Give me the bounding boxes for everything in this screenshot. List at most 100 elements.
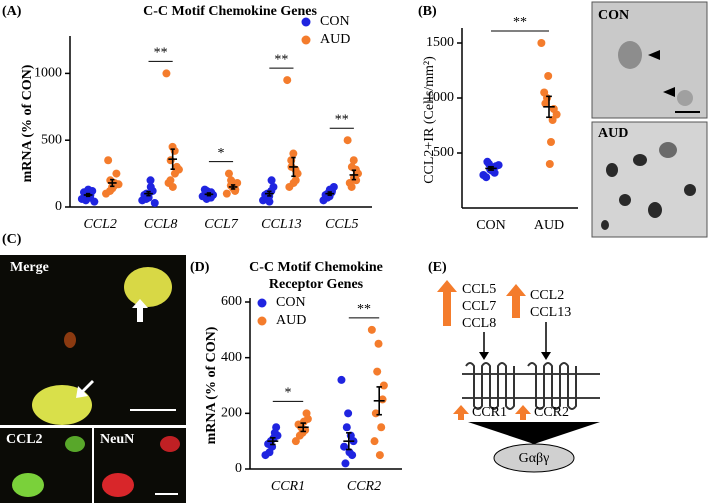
data-point — [222, 189, 231, 198]
arrow — [76, 380, 94, 398]
up-arrow — [453, 405, 469, 420]
data-point — [162, 69, 171, 78]
data-point — [224, 169, 233, 178]
data-point — [291, 437, 300, 446]
ligand: CCL7 — [462, 299, 496, 314]
receptor-label: CCR2 — [534, 405, 569, 420]
significance-label: ** — [357, 302, 371, 317]
significance-label: ** — [154, 46, 168, 61]
x-tick-label: CCL7 — [204, 217, 238, 232]
ligand: CCL13 — [530, 305, 571, 320]
cell — [12, 473, 44, 497]
y-tick-label: 0 — [55, 199, 62, 214]
data-point — [283, 76, 292, 85]
arrowhead — [663, 87, 675, 97]
data-point — [373, 367, 382, 376]
panel-label: (C) — [2, 232, 22, 247]
data-point — [374, 339, 383, 348]
legend-marker — [257, 316, 267, 326]
up-arrow — [515, 405, 531, 420]
y-tick-label: 1500 — [426, 35, 454, 50]
significance-label: * — [218, 146, 225, 161]
up-arrow — [437, 280, 457, 326]
data-point — [544, 72, 553, 80]
x-tick-label: CCL5 — [325, 217, 358, 232]
y-tick-label: 1000 — [426, 90, 454, 105]
cell — [65, 436, 85, 452]
data-point — [104, 156, 113, 165]
y-tick-label: 600 — [221, 294, 242, 309]
panel-label: (E) — [428, 260, 447, 275]
data-point — [112, 169, 121, 178]
data-point — [377, 423, 386, 432]
arrowhead — [479, 352, 489, 360]
arrowhead — [541, 352, 551, 360]
g-protein-label: Gαβγ — [519, 451, 550, 466]
image-label: CCL2 — [6, 432, 43, 447]
chart-title: Receptor Genes — [269, 277, 364, 292]
y-tick-label: 500 — [41, 132, 62, 147]
data-point — [345, 178, 354, 187]
panel-label: (B) — [418, 4, 437, 19]
x-tick-label: CCL2 — [83, 217, 116, 232]
significance-label: ** — [513, 15, 527, 30]
data-point — [545, 160, 554, 168]
y-tick-label: 1000 — [34, 66, 62, 81]
data-point — [302, 409, 311, 418]
data-point — [146, 176, 155, 185]
data-point — [547, 138, 555, 146]
data-point — [267, 176, 276, 185]
data-point — [482, 173, 491, 182]
receptor — [527, 362, 577, 410]
y-axis-label: mRNA (% of CON) — [204, 326, 219, 444]
receptor — [465, 362, 515, 410]
data-point — [367, 325, 376, 334]
data-point — [295, 431, 304, 440]
data-point — [114, 180, 123, 189]
chart-title: C-C Motif Chemokine Genes — [143, 4, 317, 19]
aud-image — [591, 121, 708, 238]
data-point — [343, 136, 352, 145]
x-tick-label: AUD — [534, 218, 564, 233]
legend-marker — [301, 35, 311, 45]
cell — [160, 436, 180, 452]
data-point — [146, 182, 155, 191]
data-point — [344, 409, 353, 418]
data-point — [349, 156, 358, 165]
significance-label: ** — [274, 52, 288, 67]
ligand: CCL5 — [462, 282, 496, 297]
panel-label: (D) — [190, 260, 210, 275]
image-label: Merge — [10, 260, 49, 275]
cell — [677, 90, 693, 106]
up-arrow — [506, 284, 526, 318]
cell — [64, 332, 76, 348]
legend-label: CON — [320, 14, 350, 29]
ligand: CCL2 — [530, 288, 564, 303]
data-point — [541, 99, 550, 108]
image-label: NeuN — [100, 432, 134, 447]
data-point — [342, 423, 351, 432]
image-label: AUD — [598, 126, 628, 141]
data-point — [150, 198, 159, 207]
chart-title: C-C Motif Chemokine — [249, 260, 383, 275]
data-point — [200, 185, 209, 194]
legend-marker — [301, 17, 311, 27]
data-point — [174, 165, 183, 174]
significance-label: ** — [335, 112, 349, 127]
data-point — [265, 197, 274, 206]
g-protein — [493, 443, 575, 473]
legend-label: AUD — [320, 32, 350, 47]
data-point — [379, 381, 388, 390]
data-point — [84, 185, 93, 194]
data-point — [337, 375, 346, 384]
x-tick-label: CCL8 — [144, 217, 177, 232]
y-tick-label: 500 — [433, 145, 454, 160]
image-label: CON — [598, 8, 629, 23]
x-tick-label: CCL13 — [261, 217, 301, 232]
significance-label: * — [285, 386, 292, 401]
data-point — [90, 197, 99, 206]
cell — [124, 267, 172, 307]
signal-arrow — [468, 422, 600, 444]
y-axis-label: CCL2+IR (Cells/mm²) — [422, 56, 437, 184]
